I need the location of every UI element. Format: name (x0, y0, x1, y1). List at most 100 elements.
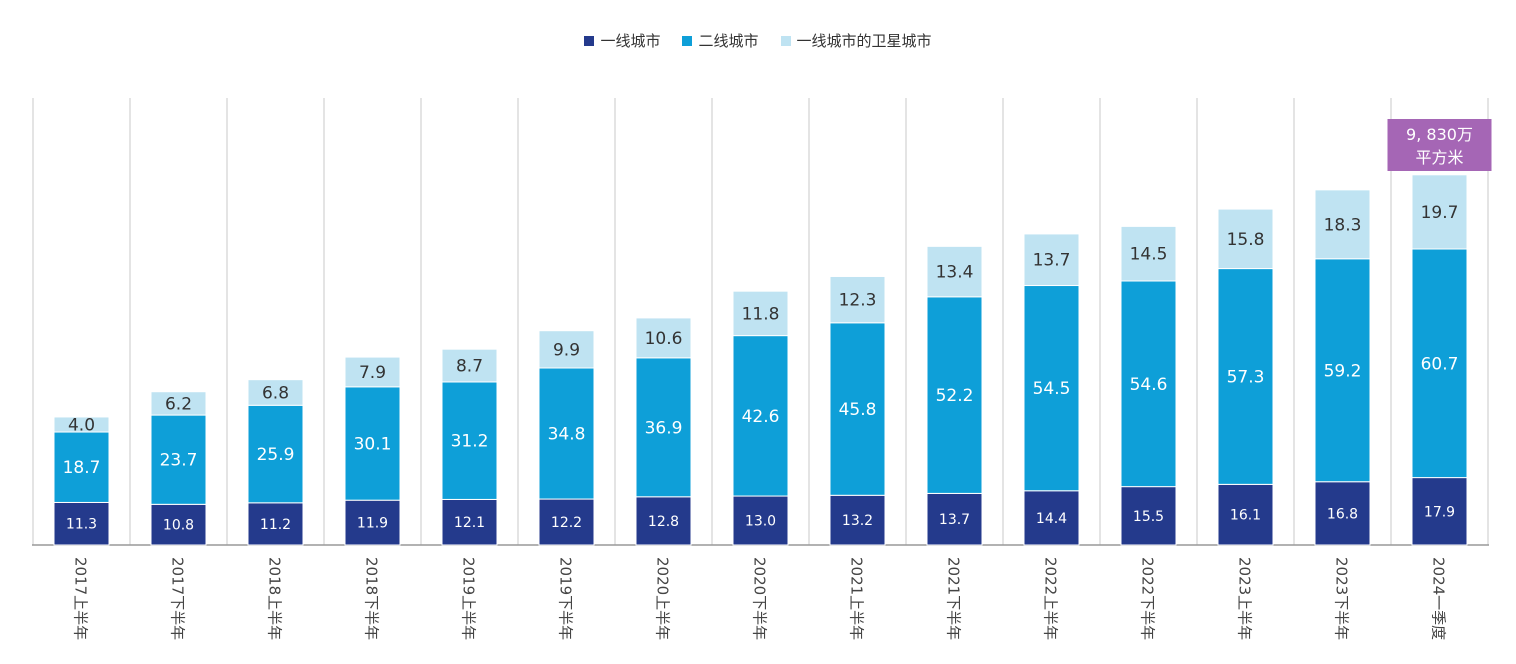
data-label: 42.6 (742, 407, 780, 427)
bar-segment-satellite (829, 275, 886, 324)
data-label: 25.9 (257, 445, 295, 465)
data-label: 13.2 (842, 513, 873, 529)
bar-segment-tier1 (1120, 486, 1177, 546)
bar-segment-tier2 (1217, 268, 1274, 485)
bar-segment-tier1 (441, 498, 498, 546)
x-tick-label: 2020下半年 (751, 557, 769, 640)
annotation-line1: 9, 830万 (1406, 125, 1473, 144)
legend-item-tier1: 一线城市 (584, 30, 660, 51)
data-label: 54.5 (1033, 379, 1071, 399)
bar-segment-tier2 (635, 357, 692, 498)
bar-segment-satellite (344, 356, 401, 388)
data-label: 6.8 (262, 383, 289, 403)
bar-segment-satellite (1120, 225, 1177, 282)
data-label: 11.2 (260, 517, 291, 533)
data-label: 6.2 (165, 394, 192, 414)
data-label: 31.2 (451, 432, 489, 452)
data-label: 14.5 (1130, 245, 1168, 265)
bar-segment-satellite (1023, 233, 1080, 287)
data-label: 13.4 (936, 263, 974, 283)
bar-segment-tier2 (53, 431, 110, 503)
bar-segment-tier1 (150, 503, 207, 546)
data-label: 12.1 (454, 515, 485, 531)
data-label: 14.4 (1036, 511, 1067, 527)
data-label: 10.8 (163, 518, 194, 534)
data-label: 4.0 (68, 415, 95, 435)
data-label: 12.3 (839, 291, 877, 311)
bar-segment-satellite (1411, 174, 1468, 250)
data-label: 12.2 (551, 515, 582, 531)
bar-segment-satellite (1314, 189, 1371, 260)
bar-segment-tier1 (732, 495, 789, 546)
data-label: 59.2 (1324, 361, 1362, 381)
data-label: 16.1 (1230, 508, 1261, 524)
x-tick-label: 2023下半年 (1333, 557, 1351, 640)
bar-segment-tier1 (1023, 490, 1080, 546)
bar-segment-tier1 (926, 492, 983, 546)
legend-label-satellite: 一线城市的卫星城市 (796, 32, 932, 50)
data-label: 15.8 (1227, 230, 1265, 250)
x-tick-label: 2022上半年 (1042, 557, 1060, 640)
bar-segment-tier1 (1411, 477, 1468, 546)
x-tick-label: 2021上半年 (848, 557, 866, 640)
data-label: 52.2 (936, 386, 974, 406)
legend-item-tier2: 二线城市 (682, 30, 759, 51)
bar-segment-tier2 (150, 414, 207, 505)
bar-segment-tier2 (344, 386, 401, 501)
data-label: 30.1 (354, 435, 392, 455)
data-label: 19.7 (1421, 203, 1459, 223)
bar-segment-tier1 (538, 498, 595, 546)
data-label: 54.6 (1130, 375, 1168, 395)
bar-segment-satellite (247, 379, 304, 406)
bar-segment-satellite (926, 245, 983, 298)
data-label: 7.9 (359, 363, 386, 383)
data-label: 18.3 (1324, 215, 1362, 235)
data-label: 23.7 (160, 451, 198, 471)
annotation-line2: 平方米 (1415, 148, 1463, 167)
data-label: 12.8 (648, 514, 679, 530)
data-label: 10.6 (645, 329, 683, 349)
bar-segment-satellite (732, 290, 789, 337)
data-label: 57.3 (1227, 367, 1265, 387)
data-label: 13.7 (939, 512, 970, 528)
bar-segment-tier2 (1120, 280, 1177, 488)
bar-segment-tier1 (53, 501, 110, 546)
data-label: 18.7 (63, 458, 101, 478)
legend-swatch-tier2 (682, 35, 693, 46)
legend-label-tier2: 二线城市 (698, 32, 759, 50)
data-label: 36.9 (645, 418, 683, 438)
bar-segment-tier1 (247, 502, 304, 546)
bar-segment-satellite (441, 348, 498, 383)
data-label: 11.3 (66, 517, 97, 533)
data-label: 11.9 (357, 516, 388, 532)
data-label: 17.9 (1424, 504, 1455, 520)
x-tick-label: 2019上半年 (460, 557, 478, 640)
legend: 一线城市 二线城市 一线城市的卫星城市 (0, 30, 1516, 51)
x-tick-label: 2020上半年 (654, 557, 672, 640)
bar-segment-satellite (1217, 208, 1274, 270)
data-label: 45.8 (839, 400, 877, 420)
legend-label-tier1: 一线城市 (600, 32, 661, 50)
bar-segment-tier2 (926, 296, 983, 494)
bar-segment-tier2 (441, 381, 498, 500)
x-tick-label: 2017下半年 (169, 557, 187, 640)
data-label: 8.7 (456, 357, 483, 377)
bar-segment-satellite (538, 330, 595, 369)
bar-segment-satellite (635, 317, 692, 359)
x-tick-label: 2017上半年 (72, 557, 90, 640)
data-label: 60.7 (1421, 354, 1459, 374)
bar-segment-tier1 (1314, 481, 1371, 546)
bar-segment-tier1 (829, 494, 886, 546)
legend-item-satellite: 一线城市的卫星城市 (780, 30, 932, 51)
annotation-box (1387, 119, 1492, 171)
data-label: 16.8 (1327, 506, 1358, 522)
bar-segment-satellite (53, 416, 110, 433)
legend-swatch-satellite (780, 35, 791, 46)
x-tick-label: 2019下半年 (557, 557, 575, 640)
bar-segment-satellite (150, 391, 207, 416)
legend-swatch-tier1 (584, 35, 595, 46)
x-tick-label: 2022下半年 (1139, 557, 1157, 640)
data-label: 13.0 (745, 514, 776, 530)
